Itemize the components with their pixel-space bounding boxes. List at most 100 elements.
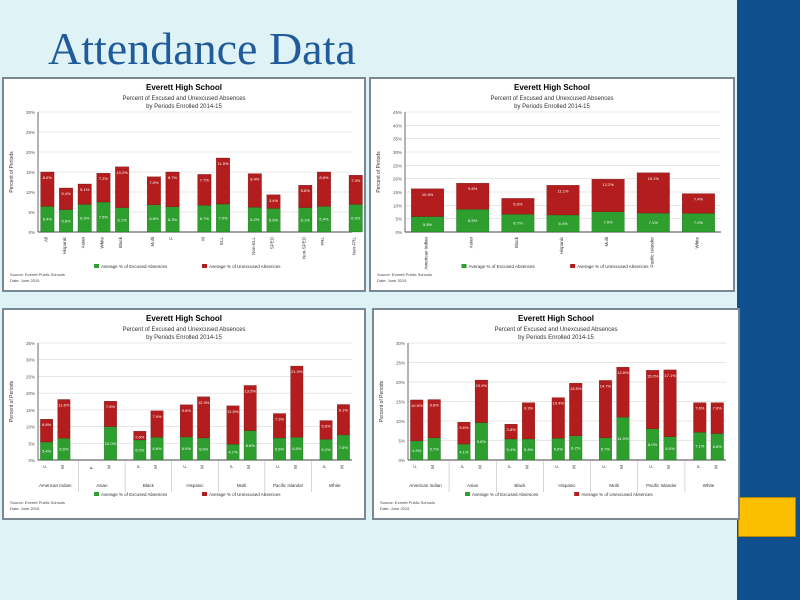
bar-unexcused bbox=[427, 399, 441, 438]
bar-unexcused bbox=[96, 173, 111, 203]
data-label-excused: 6.1% bbox=[301, 217, 311, 222]
data-label-unexcused: 11.5% bbox=[227, 409, 238, 414]
group-label: Hispanic bbox=[186, 483, 204, 488]
y-tick-label: 20% bbox=[26, 391, 35, 396]
legend-swatch-excused bbox=[465, 492, 470, 496]
data-label-excused: 9.6% bbox=[477, 439, 487, 444]
data-label-excused: 4.1% bbox=[459, 450, 469, 455]
footnote: Date: June 2015 bbox=[10, 278, 40, 283]
y-tick-label: 15% bbox=[393, 190, 402, 195]
data-label-unexcused: 10.4% bbox=[553, 401, 565, 406]
data-label-excused: 5.7% bbox=[601, 446, 611, 451]
legend-label-unexcused: Average % of Unexcused Absences bbox=[581, 492, 653, 497]
data-label-unexcused: 9.8% bbox=[468, 186, 478, 191]
data-label-excused: 7.0% bbox=[218, 216, 228, 221]
data-label-unexcused: 15.1% bbox=[648, 176, 660, 181]
x-tick-label: M bbox=[666, 465, 671, 469]
y-tick-label: 15% bbox=[396, 400, 405, 405]
x-tick-label: F bbox=[460, 465, 465, 468]
chart-4: Everett High School Percent of Excused an… bbox=[379, 314, 726, 511]
y-axis-label: Percent of Periods bbox=[379, 380, 385, 422]
data-label-unexcused: 12.3% bbox=[198, 400, 210, 405]
bar-unexcused bbox=[693, 402, 707, 433]
bar-unexcused bbox=[290, 365, 304, 438]
bar-unexcused bbox=[59, 187, 73, 210]
data-label-excused: 6.9% bbox=[351, 216, 361, 221]
chart-1: Everett High School Percent of Excused an… bbox=[9, 83, 363, 283]
y-tick-label: 15% bbox=[26, 408, 35, 413]
y-tick-label: 30% bbox=[393, 150, 402, 155]
x-tick-label: M bbox=[293, 465, 298, 469]
data-label-excused: 4.9% bbox=[412, 448, 422, 453]
data-label-excused: 7.5% bbox=[339, 445, 349, 450]
legend-swatch-unexcused bbox=[202, 264, 207, 268]
bar-unexcused bbox=[646, 370, 660, 429]
chart-title: Everett High School bbox=[146, 83, 222, 92]
group-label: American Indian bbox=[409, 483, 442, 488]
x-tick-label: F bbox=[554, 465, 559, 468]
chart-3: Everett High School Percent of Excused an… bbox=[9, 314, 352, 511]
y-tick-label: 0% bbox=[28, 230, 35, 235]
legend-swatch-unexcused bbox=[574, 492, 580, 496]
data-label-excused: 7.1% bbox=[695, 444, 705, 449]
x-tick-label: Pacific Islander bbox=[649, 237, 654, 268]
group-label: White bbox=[703, 483, 715, 488]
footnote: Date: June 2015 bbox=[10, 506, 40, 511]
bar-unexcused bbox=[348, 175, 363, 205]
y-tick-label: 10% bbox=[393, 203, 402, 208]
data-label-excused: 6.1% bbox=[118, 217, 128, 222]
data-label-unexcused: 7.3% bbox=[351, 178, 361, 183]
bar-unexcused bbox=[147, 176, 161, 205]
bar-unexcused bbox=[77, 183, 92, 205]
x-tick-label: M bbox=[246, 465, 251, 469]
x-tick-label: M bbox=[525, 465, 530, 469]
slide-title: Attendance Data bbox=[48, 23, 356, 74]
bar-unexcused bbox=[180, 404, 193, 438]
x-tick-label: F bbox=[696, 465, 701, 468]
y-tick-label: 25% bbox=[26, 374, 35, 379]
data-label-unexcused: 7.4% bbox=[694, 197, 704, 202]
group-label: White bbox=[329, 483, 341, 488]
chart-subtitle-line-2: by Periods Enrolled 2014-15 bbox=[518, 335, 594, 341]
x-tick-label: M bbox=[106, 465, 111, 469]
data-label-unexcused: 11.5% bbox=[218, 161, 229, 166]
data-label-unexcused: 10.2% bbox=[116, 170, 128, 175]
group-label: Black bbox=[143, 483, 155, 488]
group-label: Multi bbox=[609, 483, 619, 488]
bar-unexcused bbox=[411, 188, 444, 217]
x-tick-label: FRL bbox=[320, 237, 325, 246]
data-label-excused: 6.9% bbox=[182, 446, 192, 451]
data-label-unexcused: 10.4% bbox=[422, 192, 434, 197]
group-label: Black bbox=[514, 483, 526, 488]
y-tick-label: 10% bbox=[396, 419, 405, 424]
legend-label-excused: Average % of Excused Absences bbox=[469, 264, 536, 269]
bar-unexcused bbox=[133, 431, 147, 441]
data-label-unexcused: 7.9% bbox=[152, 414, 162, 419]
data-label-unexcused: 14.7% bbox=[600, 383, 612, 388]
x-tick-label: Multi bbox=[604, 237, 609, 247]
data-label-unexcused: 21.3% bbox=[291, 369, 303, 374]
footnote: Source: Everett Public Schools bbox=[380, 500, 435, 505]
y-tick-label: 0% bbox=[28, 458, 35, 463]
data-label-unexcused: 7.7% bbox=[200, 177, 210, 182]
footnote: Date: June 2015 bbox=[380, 506, 410, 511]
x-tick-label: American Indian bbox=[424, 237, 429, 270]
bar-unexcused bbox=[197, 174, 212, 206]
bar-unexcused bbox=[226, 405, 240, 445]
group-label: Hispanic bbox=[558, 483, 576, 488]
data-label-excused: 6.2% bbox=[571, 445, 581, 450]
x-tick-label: M bbox=[477, 465, 482, 469]
chart-panel-4: Everett High School Percent of Excused an… bbox=[372, 308, 740, 520]
x-tick-label: F bbox=[649, 465, 654, 468]
bar-unexcused bbox=[616, 367, 630, 418]
legend-swatch-excused bbox=[94, 492, 99, 496]
chart-panel-1: Everett High School Percent of Excused an… bbox=[2, 77, 366, 292]
bar-unexcused bbox=[197, 396, 210, 439]
data-label-excused: 5.8% bbox=[423, 222, 433, 227]
data-label-excused: 6.0% bbox=[666, 446, 676, 451]
data-label-excused: 7.1% bbox=[649, 220, 659, 225]
legend-swatch-unexcused bbox=[570, 264, 576, 268]
data-label-unexcused: 12.2% bbox=[602, 182, 614, 187]
data-label-excused: 6.3% bbox=[168, 217, 178, 222]
data-label-excused: 6.6% bbox=[199, 446, 209, 451]
